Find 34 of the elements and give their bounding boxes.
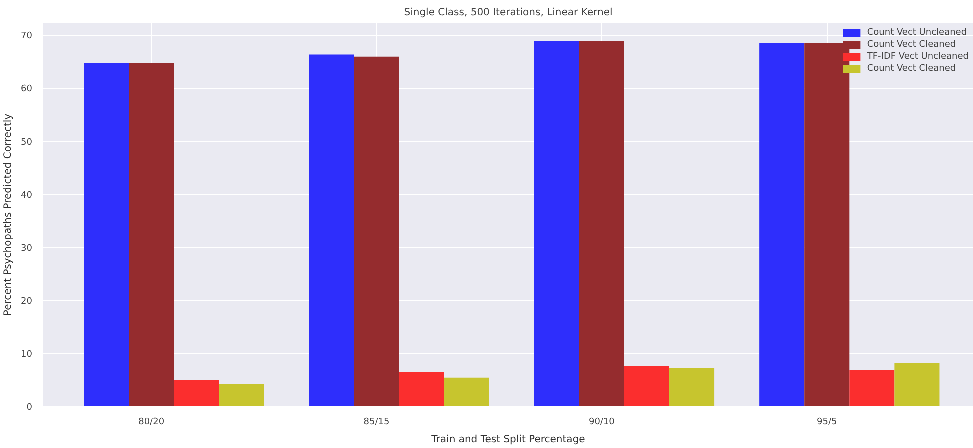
y-tick-label: 30 bbox=[21, 244, 33, 254]
x-tick-label: 90/10 bbox=[588, 418, 616, 428]
bar bbox=[760, 43, 805, 406]
x-axis-title: Train and Test Split Percentage bbox=[430, 434, 586, 446]
bar bbox=[444, 378, 490, 406]
bar bbox=[354, 56, 400, 406]
bar bbox=[309, 54, 354, 406]
y-tick-label: 10 bbox=[21, 350, 33, 360]
x-tick-label: 95/5 bbox=[817, 418, 838, 428]
bar bbox=[894, 364, 940, 406]
bar bbox=[579, 42, 624, 406]
bar bbox=[84, 63, 130, 406]
bar bbox=[174, 380, 220, 406]
legend-label: Count Vect Cleaned bbox=[867, 39, 956, 51]
y-tick-label: 50 bbox=[21, 138, 33, 148]
y-axis-title: Percent Psychopaths Predicted Correctly bbox=[3, 114, 14, 316]
chart-title: Single Class, 500 Iterations, Linear Kernel bbox=[404, 8, 613, 18]
bar bbox=[219, 384, 264, 406]
legend-label: Count Vect Uncleaned bbox=[867, 27, 968, 39]
y-tick-label: 60 bbox=[21, 84, 33, 95]
bar bbox=[534, 42, 580, 406]
legend-label: Count Vect Cleaned bbox=[867, 63, 956, 75]
bar bbox=[850, 370, 895, 406]
y-tick-label: 40 bbox=[21, 190, 33, 201]
y-tick-label: 20 bbox=[21, 296, 33, 307]
bar bbox=[624, 366, 670, 406]
y-tick-label: 0 bbox=[26, 403, 33, 413]
legend-label: TF-IDF Vect Uncleaned bbox=[867, 51, 969, 63]
x-tick-label: 80/20 bbox=[138, 418, 165, 428]
y-tick-label: 70 bbox=[21, 32, 33, 42]
x-tick-label: 85/15 bbox=[364, 418, 390, 428]
bar bbox=[399, 372, 444, 406]
bar bbox=[129, 63, 174, 406]
bar bbox=[670, 368, 715, 406]
